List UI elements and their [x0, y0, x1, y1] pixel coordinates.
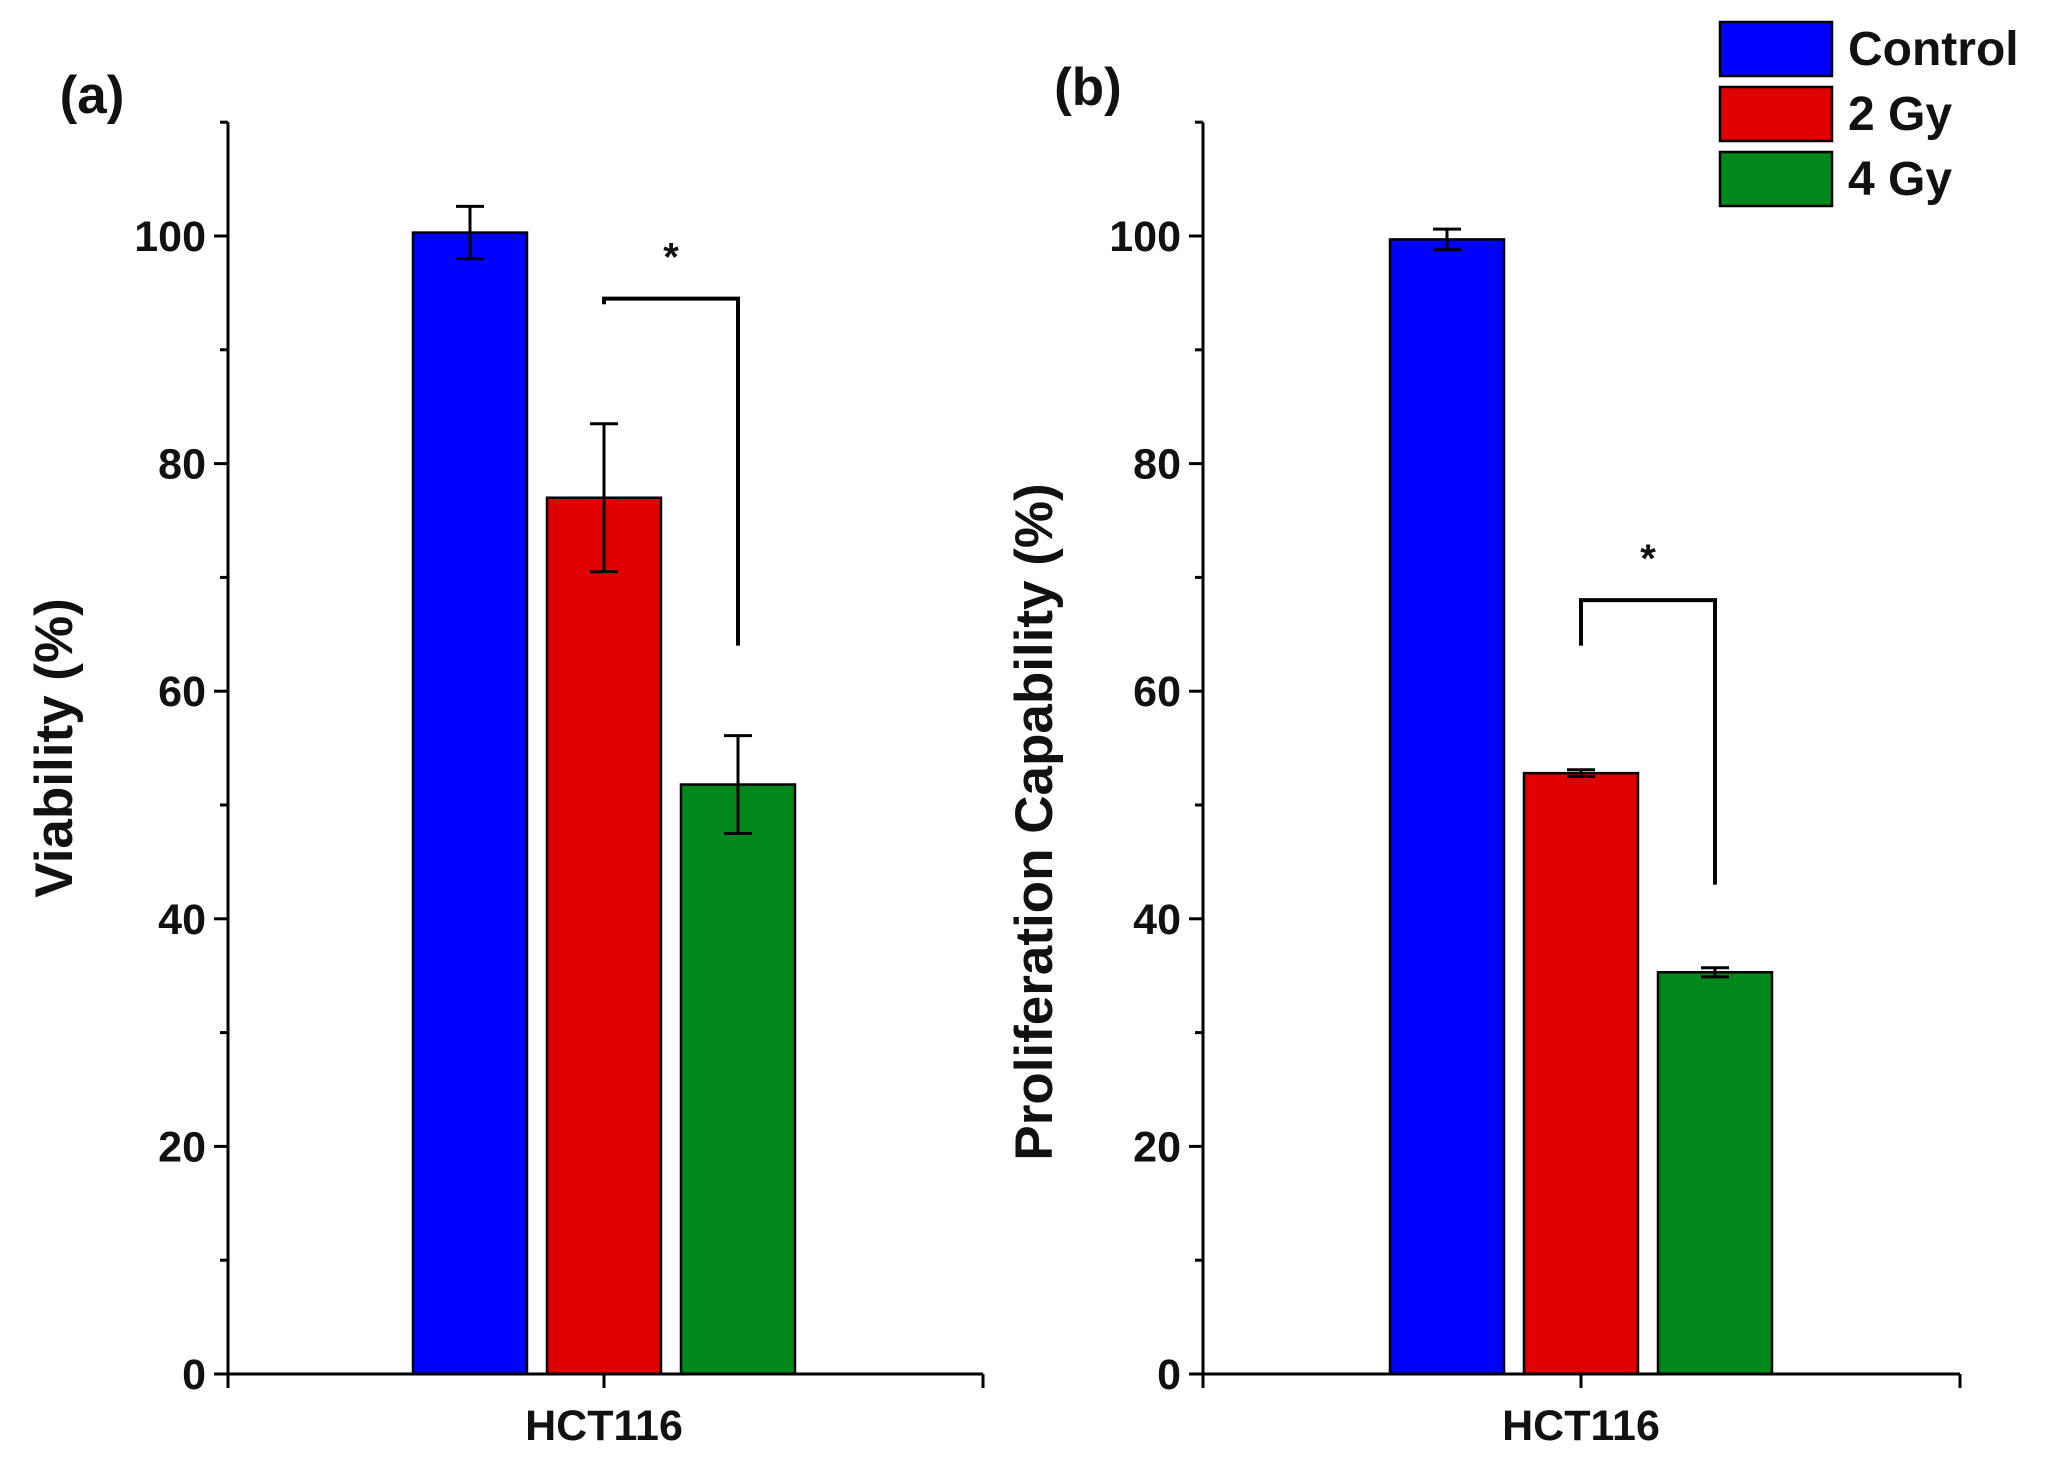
legend-label: Control: [1848, 23, 2019, 76]
y-tick-label: 0: [182, 1351, 206, 1399]
y-tick-label: 100: [134, 213, 206, 261]
significance-bracket-line: [1579, 598, 1717, 885]
bar-2-gy: [545, 496, 663, 1376]
error-bar-4-gy: [1701, 966, 1729, 979]
y-axis-title: Proliferation Capability (%): [1005, 483, 1064, 1160]
bar-2-gy: [1522, 771, 1640, 1376]
x-category-label: HCT116: [525, 1402, 683, 1450]
error-bar-control: [1433, 227, 1461, 252]
error-bar-2-gy: [1567, 768, 1595, 779]
panel-b: (b) Proliferation Capability (%) 0 20 40 60 80…: [1005, 58, 1962, 1450]
y-tick-label: 20: [1133, 1123, 1181, 1171]
legend-entry-4-gy: 4 Gy: [1718, 150, 1952, 208]
y-tick-label: 20: [158, 1123, 206, 1171]
bar-control: [1388, 238, 1506, 1376]
y-tick-label: 60: [1133, 668, 1181, 716]
legend-entry-control: Control: [1718, 20, 2019, 78]
panel-a: (a) Viability (%) 0 20 40 60 80 100 HCT116 *: [25, 66, 985, 1450]
error-bar-4-gy: [724, 734, 752, 835]
y-tick-label: 60: [158, 668, 206, 716]
y-tick-label: 40: [1133, 896, 1181, 944]
legend-swatch: [1718, 20, 1834, 78]
significance-bracket: *: [602, 236, 740, 646]
panel-label: (a): [60, 66, 125, 125]
y-tick-label: 0: [1157, 1351, 1181, 1399]
y-tick-label: 80: [1133, 441, 1181, 489]
legend-label: 4 Gy: [1848, 153, 1952, 206]
legend-swatch: [1718, 85, 1834, 143]
y-tick-label: 40: [158, 896, 206, 944]
bar-4-gy: [1656, 971, 1774, 1376]
panel-label: (b): [1054, 58, 1122, 117]
y-axis-title: Viability (%): [25, 598, 84, 897]
bar-control: [411, 231, 529, 1376]
significance-bracket: *: [1579, 537, 1717, 885]
error-bar-2-gy: [590, 422, 618, 574]
significance-star: *: [663, 236, 679, 280]
significance-star: *: [1640, 537, 1656, 581]
error-bar-control: [456, 204, 484, 261]
legend-entry-2-gy: 2 Gy: [1718, 85, 1952, 143]
legend-label: 2 Gy: [1848, 88, 1952, 141]
x-category-label: HCT116: [1502, 1402, 1660, 1450]
legend-swatch: [1718, 150, 1834, 208]
bar-4-gy: [679, 783, 797, 1376]
y-tick-label: 80: [158, 441, 206, 489]
legend: Control 2 Gy 4 Gy: [1718, 20, 2019, 208]
y-tick-label: 100: [1109, 213, 1181, 261]
significance-bracket-line: [602, 296, 740, 646]
